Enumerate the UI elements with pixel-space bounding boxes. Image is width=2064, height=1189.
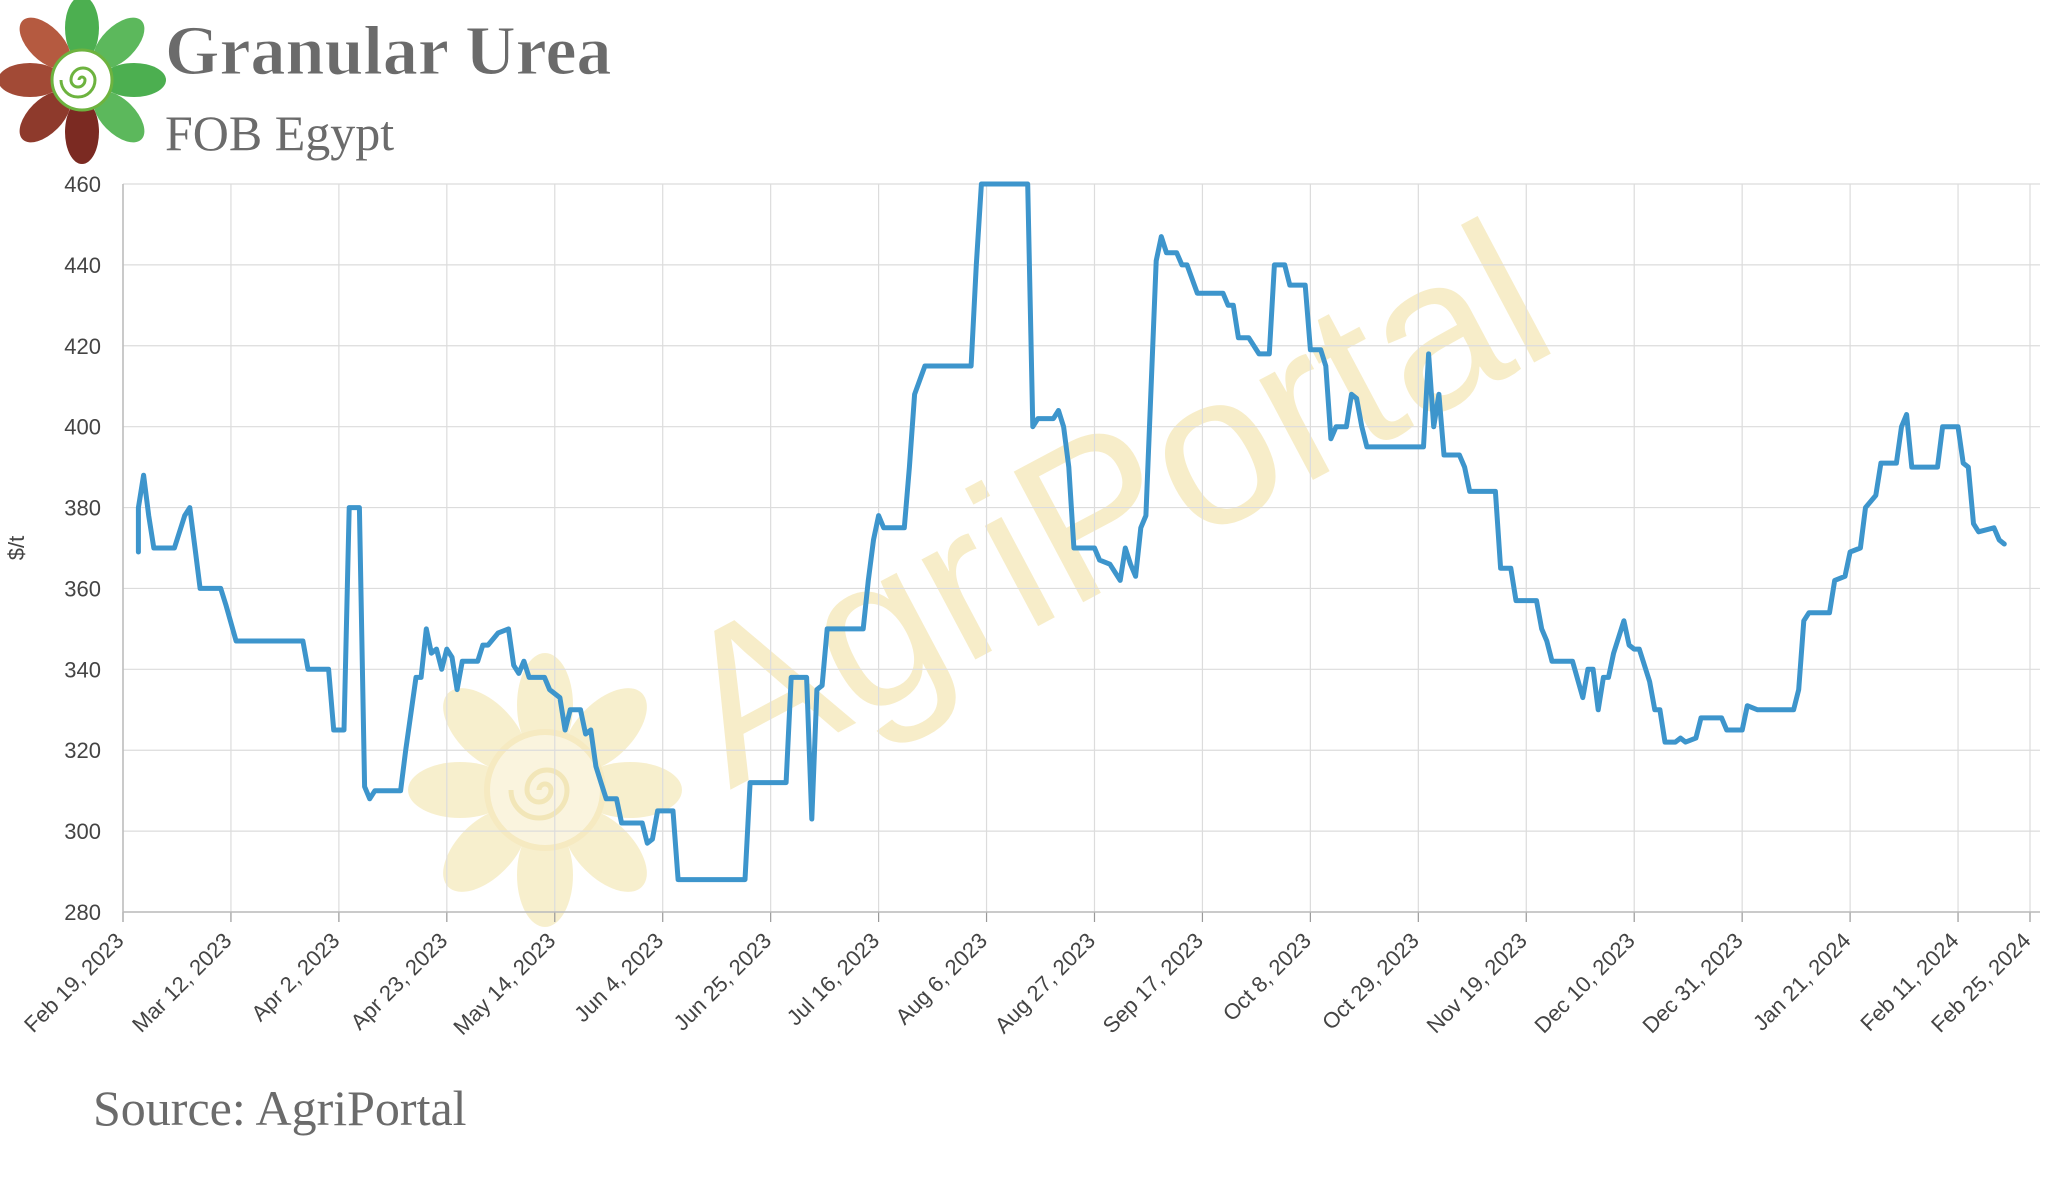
x-tick-label: Jun 25, 2023 xyxy=(669,928,777,1036)
y-tick-label: 400 xyxy=(64,415,101,440)
x-tick-label: Oct 29, 2023 xyxy=(1317,928,1424,1035)
series-line xyxy=(135,181,2007,883)
y-tick-label: 300 xyxy=(64,819,101,844)
y-tick-label: 460 xyxy=(64,172,101,197)
y-tick-label: 440 xyxy=(64,253,101,278)
series-group xyxy=(135,181,2007,883)
y-tick-label: 320 xyxy=(64,738,101,763)
x-tick-label: May 14, 2023 xyxy=(448,928,560,1040)
agriportal-logo-icon xyxy=(0,0,166,164)
x-tick-label: Apr 23, 2023 xyxy=(346,928,453,1035)
x-tick-label: Mar 12, 2023 xyxy=(127,928,236,1037)
x-tick-label: Dec 31, 2023 xyxy=(1637,928,1747,1038)
x-tick-label: Apr 2, 2023 xyxy=(246,928,344,1026)
x-tick-label: Aug 6, 2023 xyxy=(890,928,992,1030)
y-tick-label: 340 xyxy=(64,657,101,682)
x-tick-label: Jul 16, 2023 xyxy=(782,928,884,1030)
watermark-logo-icon xyxy=(408,653,682,927)
source-credit: Source: AgriPortal xyxy=(93,1080,467,1136)
x-tick-label: Oct 8, 2023 xyxy=(1218,928,1316,1026)
y-tick-label: 360 xyxy=(64,576,101,601)
chart-subtitle: FOB Egypt xyxy=(165,105,394,161)
x-tick-label: Aug 27, 2023 xyxy=(990,928,1100,1038)
x-tick-label: Sep 17, 2023 xyxy=(1098,928,1208,1038)
y-tick-label: 280 xyxy=(64,900,101,925)
x-tick-label: Jun 4, 2023 xyxy=(569,928,668,1027)
y-tick-label: 380 xyxy=(64,496,101,521)
x-tick-label: Feb 19, 2023 xyxy=(19,928,128,1037)
chart-title: Granular Urea xyxy=(165,13,612,90)
y-axis-label: $/t xyxy=(4,536,29,560)
grid xyxy=(122,183,2040,922)
y-axis-ticks: 280 300 320 340 360 380 400 420 440 460 xyxy=(64,172,101,925)
x-tick-label: Dec 10, 2023 xyxy=(1530,928,1640,1038)
x-tick-label: Jan 21, 2024 xyxy=(1748,928,1856,1036)
watermark-text: AgriPortal xyxy=(638,175,1585,831)
x-tick-label: Nov 19, 2023 xyxy=(1422,928,1532,1038)
y-tick-label: 420 xyxy=(64,334,101,359)
